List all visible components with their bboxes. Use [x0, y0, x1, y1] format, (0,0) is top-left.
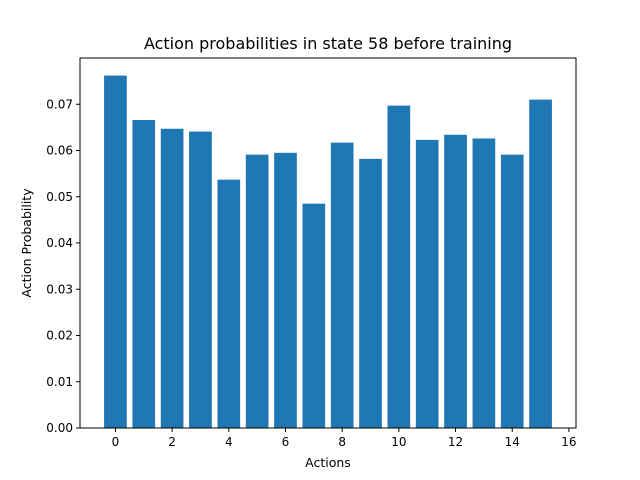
x-tick-label: 8: [338, 435, 346, 449]
y-tick-label: 0.04: [46, 236, 73, 250]
chart-title: Action probabilities in state 58 before …: [144, 34, 512, 53]
bar-action-9: [359, 158, 382, 428]
y-tick-label: 0.01: [46, 375, 73, 389]
x-tick-label: 10: [391, 435, 406, 449]
y-axis-label: Action Probability: [19, 188, 34, 298]
bar-action-12: [444, 134, 467, 428]
bar-action-13: [472, 138, 496, 428]
bar-action-7: [302, 203, 326, 428]
x-axis-label: Actions: [305, 455, 351, 470]
y-tick-label: 0.06: [46, 144, 73, 158]
bars-group: [104, 75, 552, 429]
y-tick-label: 0.02: [46, 329, 73, 343]
y-tick-label: 0.00: [46, 421, 73, 435]
x-ticks-group: 0 2 4 6 8 10 12 14 16: [112, 428, 577, 449]
y-tick-label: 0.07: [46, 97, 73, 111]
x-tick-label: 12: [448, 435, 463, 449]
bar-action-5: [245, 154, 269, 428]
bar-action-8: [330, 142, 354, 428]
bar-action-3: [189, 131, 212, 428]
y-tick-label: 0.05: [46, 190, 73, 204]
x-tick-label: 2: [168, 435, 176, 449]
bar-action-14: [500, 154, 524, 428]
x-tick-label: 0: [112, 435, 120, 449]
bar-action-6: [274, 152, 297, 428]
bar-action-4: [217, 179, 241, 428]
y-ticks-group: 0.00 0.01 0.02 0.03 0.04 0.05 0.06 0.07: [46, 97, 80, 435]
x-tick-label: 6: [282, 435, 290, 449]
bar-action-2: [160, 128, 184, 428]
bar-action-10: [387, 105, 411, 428]
bar-action-11: [415, 139, 439, 429]
bar-action-0: [104, 75, 127, 428]
bar-action-1: [132, 119, 156, 428]
x-tick-label: 4: [225, 435, 233, 449]
x-tick-label: 16: [561, 435, 576, 449]
bar-action-15: [529, 99, 552, 428]
plot-frame: [79, 57, 577, 429]
y-tick-label: 0.03: [46, 282, 73, 296]
x-tick-label: 14: [505, 435, 520, 449]
